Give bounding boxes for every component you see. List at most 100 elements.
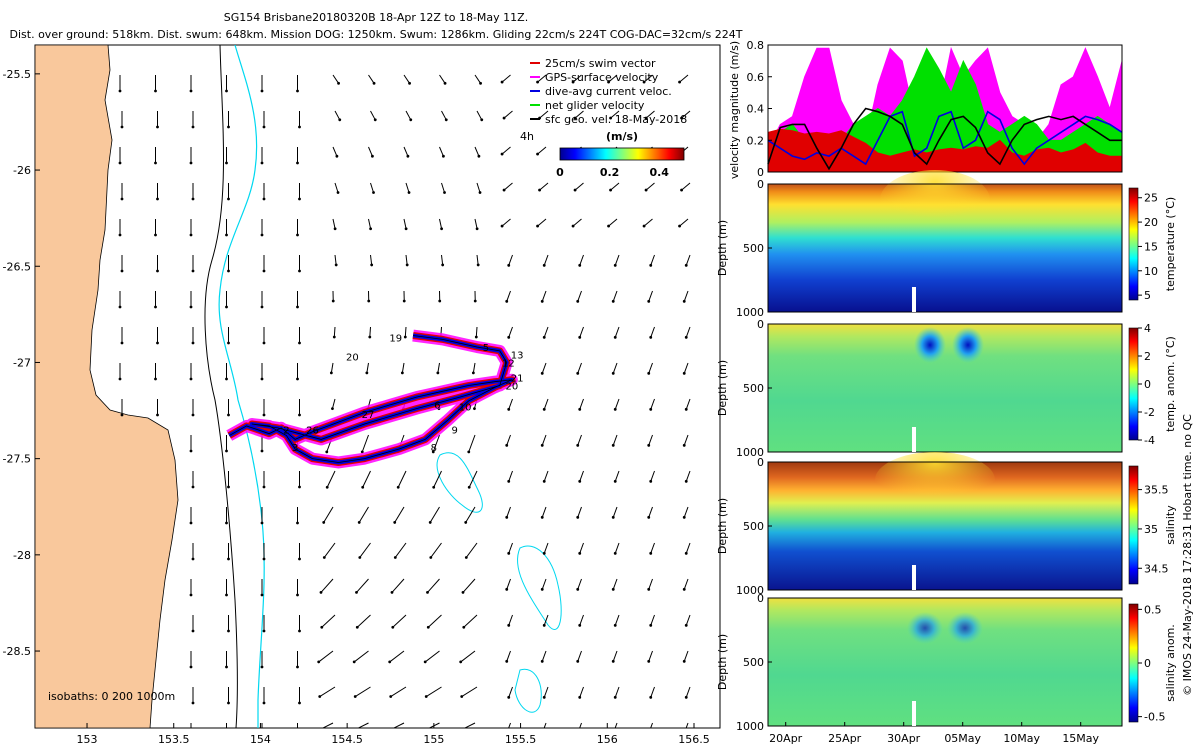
sfc-vel-arrow-head bbox=[370, 263, 374, 267]
sal-anom-field bbox=[768, 598, 1122, 726]
sfc-vel-arrow bbox=[405, 254, 408, 265]
sfc-vel-arrow-head bbox=[540, 659, 544, 663]
sfc-vel-arrow bbox=[318, 650, 334, 663]
depth-tick-label: 0 bbox=[757, 456, 764, 469]
sfc-vel-arrow-head bbox=[505, 443, 509, 447]
sfc-vel-arrow bbox=[679, 74, 689, 83]
sfc-vel-arrow-head bbox=[684, 623, 688, 627]
sfc-vel-arrow bbox=[648, 362, 653, 374]
sfc-vel-arrow bbox=[468, 470, 478, 488]
temp-anom-panel bbox=[767, 323, 1139, 453]
day-label: 20 bbox=[506, 381, 519, 392]
sfc-vel-arrow bbox=[508, 542, 513, 554]
depth-tick-label: 1000 bbox=[736, 720, 764, 733]
day-label: 13 bbox=[511, 351, 524, 362]
sfc-vel-arrow bbox=[366, 362, 369, 373]
sfc-vel-arrow-head bbox=[372, 191, 375, 194]
sfc-vel-arrow-head bbox=[462, 625, 466, 629]
sfc-vel-arrow bbox=[474, 218, 478, 229]
sfc-vel-arrow-head bbox=[225, 161, 228, 165]
sfc-vel-arrow-head bbox=[576, 515, 580, 519]
map-ytick-label: -26 bbox=[13, 164, 31, 177]
sfc-vel-arrow-head bbox=[118, 161, 122, 165]
sfc-vel-arrow bbox=[681, 182, 691, 191]
sfc-vel-arrow-head bbox=[680, 116, 683, 120]
sfc-vel-arrow bbox=[648, 650, 653, 662]
sfc-vel-arrow bbox=[392, 722, 405, 728]
sfc-vel-arrow-head bbox=[536, 80, 539, 84]
sfc-vel-arrow-head bbox=[191, 269, 195, 273]
sfc-vel-arrow bbox=[614, 542, 620, 554]
sfc-vel-arrow-head bbox=[400, 371, 404, 375]
sfc-vel-arrow bbox=[643, 74, 653, 83]
sfc-vel-arrow-head bbox=[649, 479, 653, 483]
sfc-vel-arrow-head bbox=[393, 521, 397, 524]
sfc-vel-arrow bbox=[501, 74, 511, 83]
sfc-vel-arrow-head bbox=[296, 161, 299, 165]
sfc-vel-arrow bbox=[543, 398, 549, 410]
sfc-vel-arrow bbox=[321, 614, 336, 628]
sfc-vel-arrow-head bbox=[473, 407, 476, 411]
cb-label: temperature (°C) bbox=[1164, 197, 1177, 291]
map-ytick-label: -27.5 bbox=[3, 453, 31, 466]
sfc-vel-arrow bbox=[468, 434, 476, 453]
sfc-vel-arrow bbox=[404, 326, 407, 338]
sfc-vel-arrow-head bbox=[428, 521, 432, 524]
cb-tick-label: 25 bbox=[1144, 192, 1158, 205]
sfc-vel-arrow bbox=[579, 254, 584, 266]
depth-ylabel: Depth (m) bbox=[716, 634, 729, 690]
sfc-vel-arrow-head bbox=[389, 695, 393, 698]
velocity-ytick-label: 0 bbox=[757, 166, 764, 179]
sfc-vel-arrow-head bbox=[296, 521, 299, 525]
sfc-vel-arrow-head bbox=[613, 335, 617, 339]
sfc-vel-arrow-head bbox=[319, 591, 323, 594]
sfc-vel-arrow bbox=[429, 506, 440, 523]
glider-path bbox=[229, 335, 513, 463]
day-label: 9 bbox=[451, 426, 457, 437]
sfc-vel-arrow-head bbox=[647, 732, 650, 735]
sfc-vel-arrow bbox=[501, 146, 511, 155]
sfc-vel-arrow bbox=[577, 650, 582, 662]
sfc-vel-arrow-head bbox=[423, 660, 427, 664]
temp-anom-cold-core-1 bbox=[914, 327, 946, 363]
sfc-vel-arrow-head bbox=[467, 450, 471, 454]
sfc-vel-arrow-head bbox=[540, 371, 544, 375]
sfc-vel-arrow-head bbox=[426, 625, 430, 629]
sfc-vel-arrow-head bbox=[438, 299, 442, 303]
velocity-ytick-label: 0.2 bbox=[747, 134, 765, 147]
sfc-vel-arrow-head bbox=[298, 341, 301, 345]
sfc-vel-arrow bbox=[389, 650, 405, 663]
sfc-vel-arrow-head bbox=[464, 521, 468, 524]
sfc-vel-arrow bbox=[323, 506, 334, 523]
sfc-vel-arrow-head bbox=[464, 556, 468, 559]
sfc-vel-arrow-head bbox=[500, 80, 504, 84]
sfc-vel-arrow-head bbox=[318, 695, 322, 698]
sfc-vel-arrow bbox=[541, 578, 547, 590]
temperature-colorbar bbox=[1128, 187, 1139, 301]
sfc-vel-arrow-head bbox=[260, 161, 264, 165]
sfc-vel-arrow-head bbox=[571, 224, 575, 228]
sfc-vel-arrow-head bbox=[120, 125, 124, 129]
sfc-vel-arrow bbox=[476, 182, 481, 193]
sfc-vel-arrow-head bbox=[424, 695, 428, 698]
sfc-vel-arrow bbox=[650, 686, 655, 698]
sfc-vel-arrow bbox=[645, 110, 655, 119]
sfc-vel-arrow bbox=[357, 722, 369, 728]
sfc-vel-arrow-head bbox=[118, 377, 122, 381]
sfc-vel-arrow bbox=[334, 110, 341, 121]
sfc-vel-arrow-head bbox=[475, 227, 479, 231]
sfc-vel-arrow-head bbox=[225, 665, 228, 669]
cb-tick-label: 0 bbox=[1144, 378, 1151, 391]
sfc-vel-arrow bbox=[358, 506, 369, 523]
cb-label: salinity bbox=[1164, 505, 1177, 545]
sfc-vel-arrow-head bbox=[325, 485, 329, 489]
sfc-vel-arrow-head bbox=[647, 515, 651, 519]
sfc-vel-arrow-head bbox=[298, 557, 301, 561]
sfc-vel-arrow-head bbox=[576, 732, 579, 735]
depth-tick-label: 500 bbox=[743, 520, 764, 533]
sfc-vel-arrow bbox=[392, 614, 407, 628]
sfc-vel-arrow bbox=[441, 110, 447, 121]
sfc-vel-arrow-head bbox=[649, 623, 653, 627]
